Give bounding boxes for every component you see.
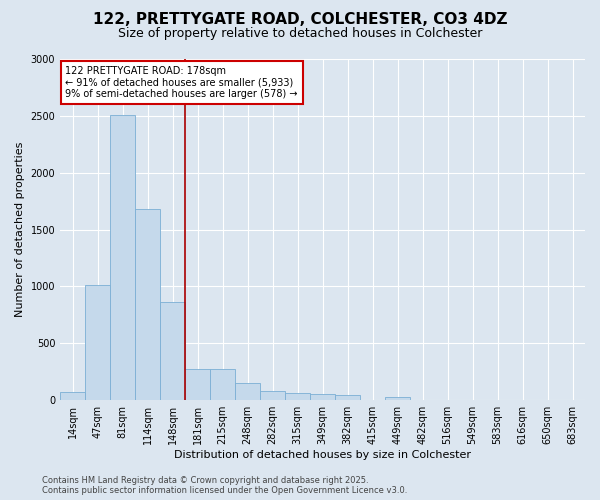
Y-axis label: Number of detached properties: Number of detached properties bbox=[15, 142, 25, 318]
Bar bbox=[160, 302, 185, 400]
Bar bbox=[135, 209, 160, 400]
Bar bbox=[85, 286, 110, 400]
Text: Contains HM Land Registry data © Crown copyright and database right 2025.
Contai: Contains HM Land Registry data © Crown c… bbox=[42, 476, 407, 495]
Bar bbox=[285, 394, 310, 400]
Text: 122 PRETTYGATE ROAD: 178sqm
← 91% of detached houses are smaller (5,933)
9% of s: 122 PRETTYGATE ROAD: 178sqm ← 91% of det… bbox=[65, 66, 298, 99]
Text: 122, PRETTYGATE ROAD, COLCHESTER, CO3 4DZ: 122, PRETTYGATE ROAD, COLCHESTER, CO3 4D… bbox=[93, 12, 507, 28]
Bar bbox=[210, 370, 235, 400]
Bar bbox=[385, 398, 410, 400]
Bar bbox=[335, 395, 360, 400]
Bar bbox=[260, 391, 285, 400]
Bar bbox=[310, 394, 335, 400]
X-axis label: Distribution of detached houses by size in Colchester: Distribution of detached houses by size … bbox=[174, 450, 471, 460]
Bar bbox=[110, 114, 135, 400]
Bar bbox=[235, 382, 260, 400]
Text: Size of property relative to detached houses in Colchester: Size of property relative to detached ho… bbox=[118, 28, 482, 40]
Bar bbox=[185, 370, 210, 400]
Bar bbox=[60, 392, 85, 400]
